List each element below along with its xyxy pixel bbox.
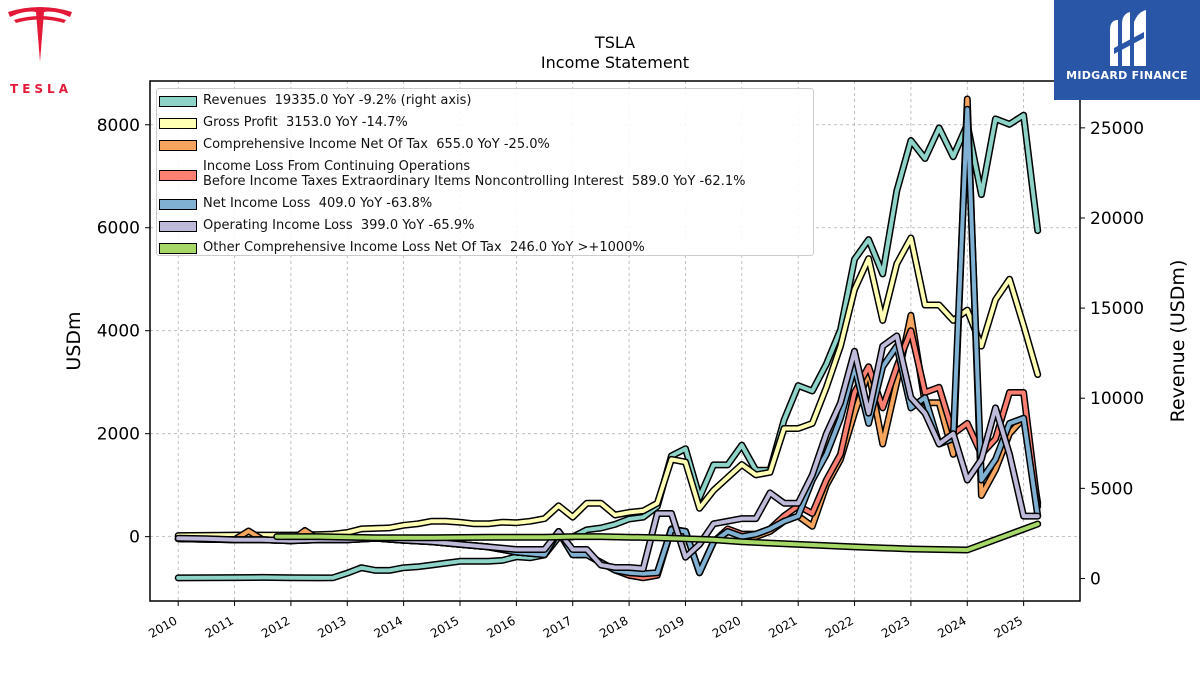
chart-subtitle: Income Statement: [541, 53, 689, 72]
y-right-tick-label: 15000: [1090, 299, 1144, 319]
x-tick-label: 2011: [203, 613, 236, 640]
legend-label: Gross Profit 3153.0 YoY -14.7%: [203, 115, 408, 130]
legend-label: Operating Income Loss 399.0 YoY -65.9%: [203, 218, 475, 233]
legend-swatch: [159, 199, 197, 210]
midgard-wordmark: MIDGARD FINANCE: [1066, 69, 1188, 82]
y-axis-right-label: Revenue (USDm): [1167, 260, 1189, 423]
x-tick-label: 2019: [654, 613, 687, 640]
series-line-6: [274, 522, 1040, 552]
chart-title: TSLA: [594, 33, 635, 52]
y-tick-label: 6000: [97, 219, 140, 239]
y-right-tick-label: 0: [1090, 569, 1101, 589]
x-tick-label: 2024: [935, 613, 968, 640]
legend-swatch: [159, 96, 197, 107]
tesla-wordmark: TESLA: [10, 82, 72, 96]
x-tick-label: 2014: [372, 613, 405, 640]
legend-label: Revenues 19335.0 YoY -9.2% (right axis): [203, 93, 472, 108]
legend-swatch: [159, 221, 197, 232]
tesla-logo: TESLA: [0, 0, 80, 100]
x-tick-label: 2025: [992, 613, 1025, 640]
y-tick-label: 2000: [97, 425, 140, 445]
y-right-tick-label: 20000: [1090, 209, 1144, 229]
x-tick-label: 2023: [879, 613, 912, 640]
y-axis-label: USDm: [63, 311, 85, 370]
chart-legend: Revenues 19335.0 YoY -9.2% (right axis) G…: [156, 88, 814, 256]
x-tick-label: 2012: [259, 613, 292, 640]
legend-swatch: [159, 169, 197, 181]
plot-frame: [149, 80, 1081, 602]
x-tick-label: 2021: [766, 613, 799, 640]
y-tick-label: 4000: [97, 322, 140, 342]
x-tick-label: 2013: [315, 613, 348, 640]
legend-swatch: [159, 243, 197, 254]
x-tick-label: 2016: [484, 613, 517, 640]
legend-swatch: [159, 118, 197, 129]
midgard-finance-logo: MIDGARD FINANCE: [1054, 0, 1200, 100]
legend-label: Net Income Loss 409.0 YoY -63.8%: [203, 196, 433, 211]
y-right-tick-label: 25000: [1090, 119, 1144, 139]
series-line-0: [176, 113, 1040, 580]
y-right-tick-label: 5000: [1090, 479, 1133, 499]
x-tick-label: 2020: [710, 613, 743, 640]
series-line-1: [176, 236, 1040, 538]
legend-swatch: [159, 140, 197, 151]
legend-label: Comprehensive Income Net Of Tax 655.0 Yo…: [203, 137, 550, 152]
x-tick-label: 2010: [146, 613, 179, 640]
x-tick-label: 2017: [541, 613, 574, 640]
y-tick-label: 0: [129, 528, 140, 548]
legend-label: Other Comprehensive Income Loss Net Of T…: [203, 240, 645, 255]
y-tick-label: 8000: [97, 116, 140, 136]
x-tick-label: 2022: [823, 613, 856, 640]
y-right-tick-label: 10000: [1090, 389, 1144, 409]
legend-label: Income Loss From Continuing Operations B…: [203, 159, 746, 189]
x-tick-label: 2015: [428, 613, 461, 640]
midgard-mark-icon: [1110, 10, 1146, 66]
x-tick-label: 2018: [597, 613, 630, 640]
tesla-t-icon: [8, 7, 72, 62]
series-lines: [174, 95, 1042, 582]
